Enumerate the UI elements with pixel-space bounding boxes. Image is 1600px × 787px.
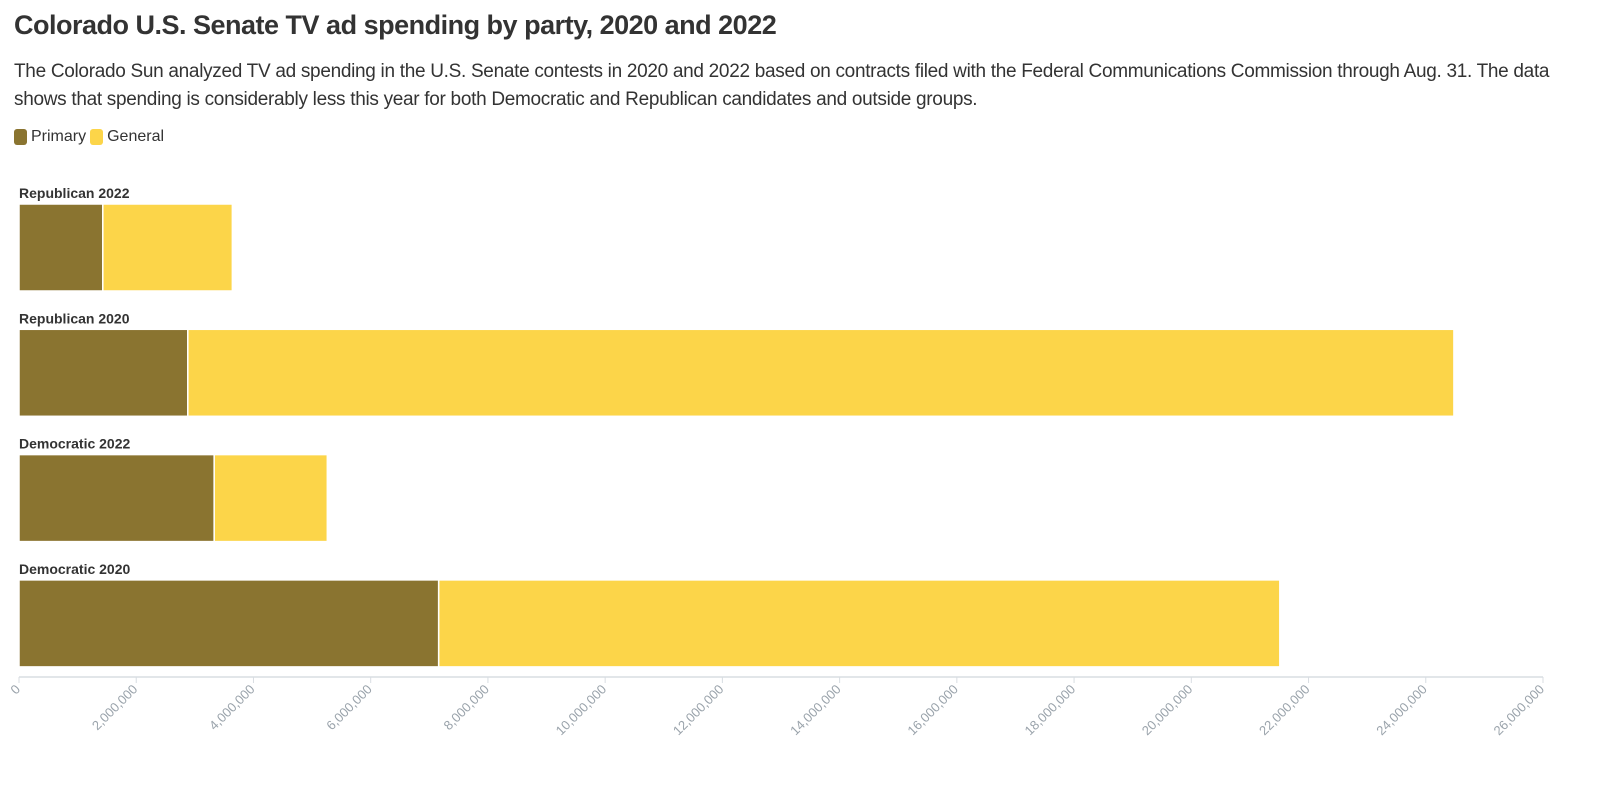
x-tick-label-3: 6,000,000 xyxy=(323,682,375,734)
x-tick-label-1: 2,000,000 xyxy=(89,682,141,734)
x-tick-label-10: 20,000,000 xyxy=(1139,682,1196,739)
bar-general-republican-2020 xyxy=(187,328,1455,418)
legend-swatch-primary xyxy=(14,129,27,145)
legend: Primary General xyxy=(14,128,168,146)
x-tick-label-2: 4,000,000 xyxy=(206,682,258,734)
bar-primary-republican-2020 xyxy=(18,328,189,418)
x-tick-label-11: 22,000,000 xyxy=(1256,682,1313,739)
bar-general-democratic-2020 xyxy=(437,579,1281,668)
bar-primary-democratic-2020 xyxy=(18,579,440,668)
x-tick-label-9: 18,000,000 xyxy=(1022,682,1079,739)
bar-primary-republican-2022 xyxy=(18,203,104,292)
x-tick-label-8: 16,000,000 xyxy=(904,682,961,739)
legend-label-general: General xyxy=(107,128,165,145)
bar-primary-democratic-2022 xyxy=(18,453,215,543)
legend-swatch-general xyxy=(90,129,104,145)
category-label-republican-2022: Republican 2022 xyxy=(19,185,130,201)
x-tick-label-7: 14,000,000 xyxy=(787,682,844,739)
x-tick-label-6: 12,000,000 xyxy=(670,682,727,739)
category-label-democratic-2022: Democratic 2022 xyxy=(19,436,131,452)
bar-general-democratic-2022 xyxy=(213,453,329,543)
chart-subtitle: The Colorado Sun analyzed TV ad spending… xyxy=(14,61,1550,110)
chart-title: Colorado U.S. Senate TV ad spending by p… xyxy=(14,10,777,40)
category-label-democratic-2020: Democratic 2020 xyxy=(19,561,131,577)
category-label-republican-2020: Republican 2020 xyxy=(19,310,130,326)
bar-general-republican-2022 xyxy=(102,203,234,292)
x-tick-label-4: 8,000,000 xyxy=(441,682,493,734)
x-tick-label-13: 26,000,000 xyxy=(1490,682,1547,739)
legend-item-primary[interactable]: Primary xyxy=(14,128,86,146)
x-tick-label-12: 24,000,000 xyxy=(1373,682,1430,739)
legend-item-general[interactable]: General xyxy=(90,128,164,146)
x-tick-label-5: 10,000,000 xyxy=(553,682,610,739)
legend-label-primary: Primary xyxy=(31,128,87,145)
x-tick-label-0: 0 xyxy=(7,682,23,698)
